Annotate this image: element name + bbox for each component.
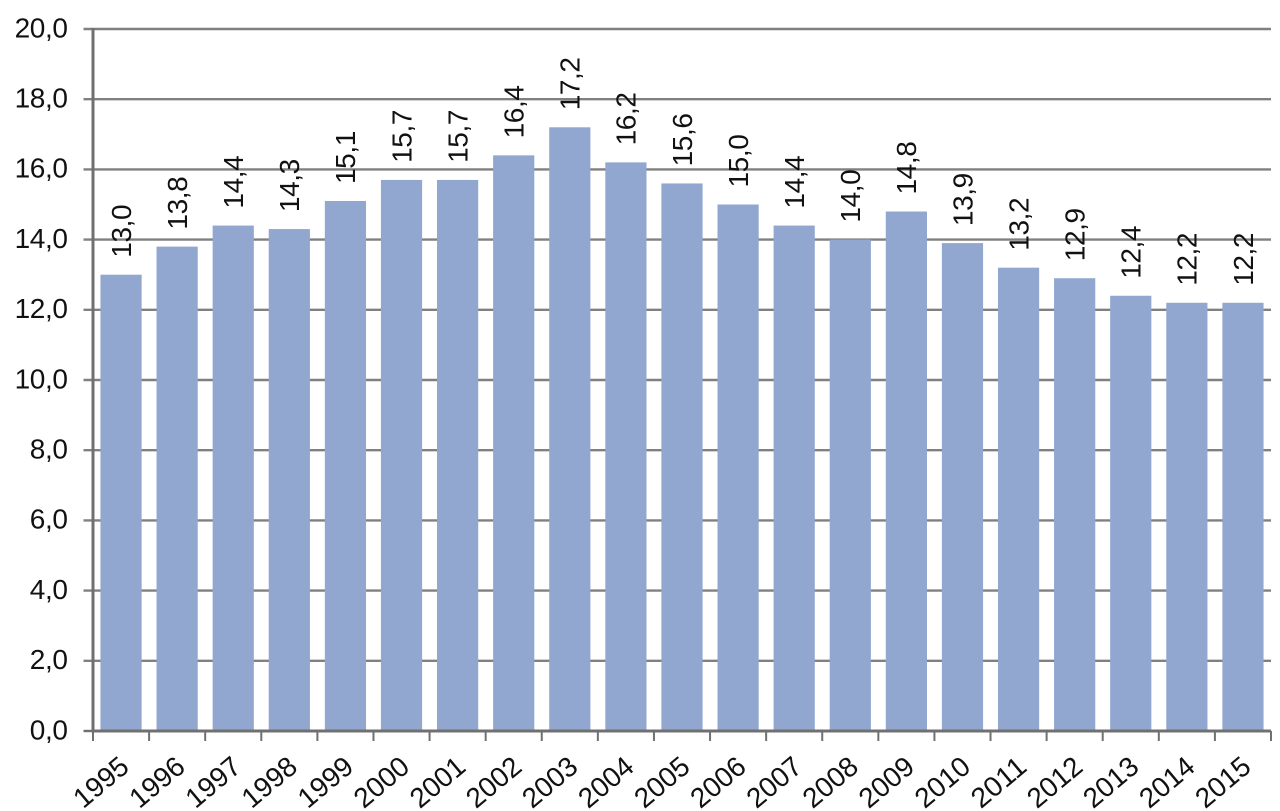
svg-text:2,0: 2,0 bbox=[30, 644, 68, 675]
svg-text:15,7: 15,7 bbox=[386, 110, 417, 163]
svg-text:17,2: 17,2 bbox=[555, 57, 586, 110]
svg-text:14,3: 14,3 bbox=[274, 159, 305, 212]
svg-text:13,0: 13,0 bbox=[106, 205, 137, 258]
svg-text:14,4: 14,4 bbox=[779, 156, 810, 209]
svg-text:16,0: 16,0 bbox=[15, 153, 68, 184]
svg-text:12,9: 12,9 bbox=[1060, 208, 1091, 261]
svg-text:20,0: 20,0 bbox=[15, 12, 68, 43]
svg-text:18,0: 18,0 bbox=[15, 83, 68, 114]
svg-text:15,0: 15,0 bbox=[723, 135, 754, 188]
svg-text:10,0: 10,0 bbox=[15, 363, 68, 394]
svg-text:12,4: 12,4 bbox=[1116, 226, 1147, 279]
svg-text:0,0: 0,0 bbox=[30, 714, 68, 745]
svg-text:8,0: 8,0 bbox=[30, 434, 68, 465]
svg-text:14,8: 14,8 bbox=[891, 142, 922, 195]
svg-text:15,6: 15,6 bbox=[667, 113, 698, 166]
svg-text:6,0: 6,0 bbox=[30, 504, 68, 535]
svg-text:15,1: 15,1 bbox=[330, 131, 361, 184]
svg-text:12,0: 12,0 bbox=[15, 293, 68, 324]
svg-text:16,4: 16,4 bbox=[499, 85, 530, 138]
svg-text:13,9: 13,9 bbox=[947, 173, 978, 226]
svg-text:14,0: 14,0 bbox=[15, 223, 68, 254]
svg-text:12,2: 12,2 bbox=[1228, 233, 1259, 286]
svg-text:13,8: 13,8 bbox=[162, 177, 193, 230]
svg-text:14,0: 14,0 bbox=[835, 170, 866, 223]
svg-text:12,2: 12,2 bbox=[1172, 233, 1203, 286]
svg-text:4,0: 4,0 bbox=[30, 574, 68, 605]
svg-text:13,2: 13,2 bbox=[1003, 198, 1034, 251]
svg-text:16,2: 16,2 bbox=[611, 92, 642, 145]
svg-text:14,4: 14,4 bbox=[218, 156, 249, 209]
svg-text:15,7: 15,7 bbox=[442, 110, 473, 163]
